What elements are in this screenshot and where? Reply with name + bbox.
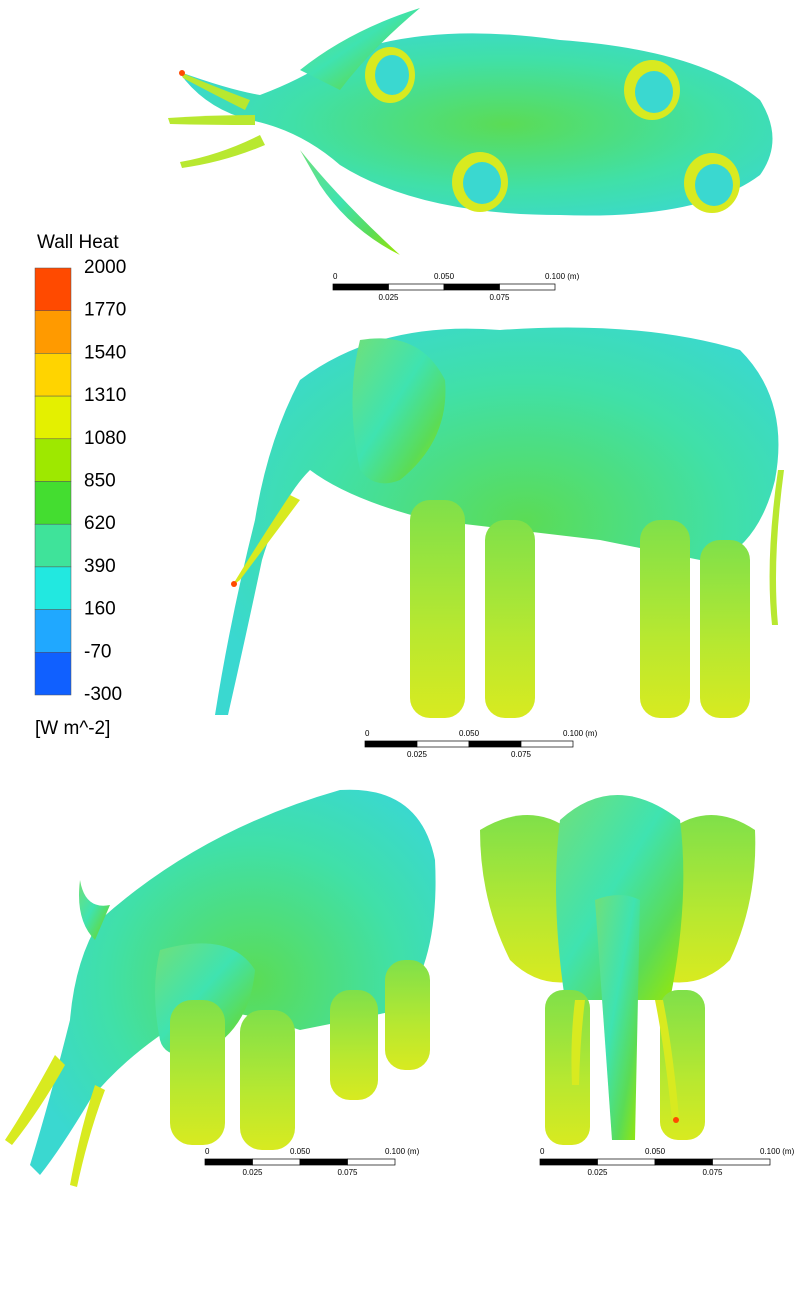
legend-level: 2000 — [84, 257, 126, 278]
legend-level: 620 — [84, 513, 116, 534]
scale-segment — [444, 284, 500, 290]
scale-segment — [205, 1159, 253, 1165]
scale-label: 0.075 — [337, 1168, 358, 1177]
scale-label: 0.075 — [702, 1168, 723, 1177]
scale-label: 0.050 — [434, 272, 455, 281]
scale-label: 0.100 (m) — [545, 272, 580, 281]
scale-label: 0 — [365, 729, 370, 738]
legend-unit: [W m^-2] — [35, 718, 110, 739]
color-swatch — [35, 396, 71, 439]
color-swatch — [35, 482, 71, 525]
color-legend: Wall Heat [W m^-2] 2000 1770 1540 1310 1080 8… — [35, 232, 126, 739]
scale-label: 0.050 — [459, 729, 480, 738]
scale-label: 0.025 — [587, 1168, 608, 1177]
scale-label: 0.025 — [407, 750, 428, 759]
scale-label: 0.075 — [489, 293, 510, 302]
color-swatch — [35, 610, 71, 653]
legend-level: 390 — [84, 556, 116, 577]
color-swatch — [35, 439, 71, 482]
legend-level: 850 — [84, 471, 116, 492]
color-swatch — [35, 524, 71, 567]
elephant-top-view — [168, 8, 773, 255]
elephant-front-view — [480, 795, 755, 1145]
scale-segment — [253, 1159, 301, 1165]
scale-segment — [348, 1159, 396, 1165]
legend-level: 1080 — [84, 428, 126, 449]
scale-label: 0.075 — [511, 750, 532, 759]
scale-label: 0.100 (m) — [563, 729, 598, 738]
scale-segment — [469, 741, 521, 747]
scale-segment — [300, 1159, 348, 1165]
legend-level: -70 — [84, 641, 111, 662]
color-swatch — [35, 268, 71, 311]
color-swatch — [35, 567, 71, 610]
color-swatch — [35, 652, 71, 695]
legend-level: 1770 — [84, 300, 126, 321]
scale-segment — [540, 1159, 598, 1165]
figure-canvas: Wall Heat [W m^-2] 2000 1770 1540 1310 1080 8… — [0, 0, 803, 1299]
scale-segment — [389, 284, 445, 290]
scale-label: 0 — [540, 1147, 545, 1156]
legend-level: 160 — [84, 599, 116, 620]
scale-segment — [417, 741, 469, 747]
scale-label: 0.050 — [645, 1147, 666, 1156]
legend-title: Wall Heat — [37, 232, 119, 253]
scale-segment — [598, 1159, 656, 1165]
elephant-oblique-view — [5, 790, 436, 1187]
scale-label: 0.100 (m) — [760, 1147, 795, 1156]
scale-segment — [713, 1159, 771, 1165]
elephant-side-view — [215, 328, 784, 719]
legend-level: 1540 — [84, 342, 126, 363]
color-swatch — [35, 353, 71, 396]
scale-segment — [500, 284, 556, 290]
scale-label: 0.100 (m) — [385, 1147, 420, 1156]
scale-segment — [655, 1159, 713, 1165]
figure: Wall Heat [W m^-2] 2000 1770 1540 1310 1080 8… — [0, 0, 803, 1299]
scale-segment — [365, 741, 417, 747]
scale-label: 0 — [205, 1147, 210, 1156]
color-swatch — [35, 311, 71, 354]
scale-label: 0.025 — [378, 293, 399, 302]
scale-segment — [333, 284, 389, 290]
scale-label: 0.050 — [290, 1147, 311, 1156]
scale-label: 0 — [333, 272, 338, 281]
legend-level: 1310 — [84, 385, 126, 406]
scale-segment — [521, 741, 573, 747]
legend-level: -300 — [84, 684, 122, 705]
scale-label: 0.025 — [242, 1168, 263, 1177]
